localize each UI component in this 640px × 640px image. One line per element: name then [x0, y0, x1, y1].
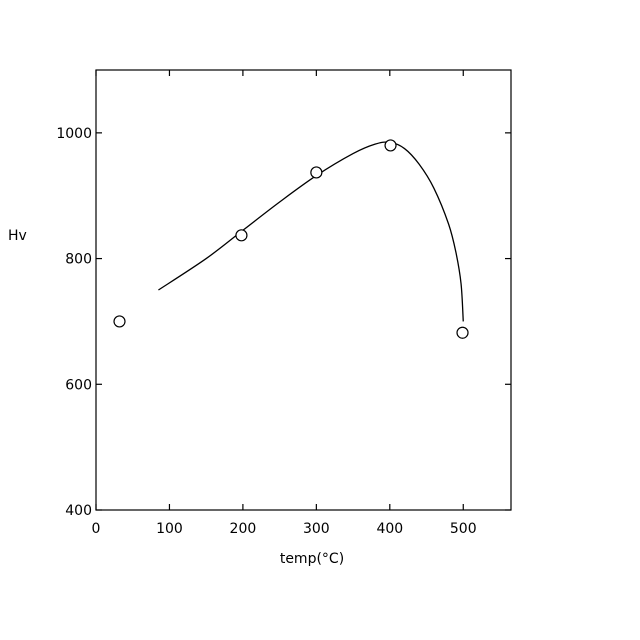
- x-axis-label: temp(°C): [280, 551, 344, 567]
- x-tick-label-0: 0: [92, 521, 101, 537]
- x-tick-label-400: 400: [376, 521, 403, 537]
- y-tick-label-600: 600: [65, 377, 92, 393]
- ticks-group: [96, 70, 511, 510]
- data-point-0-2: [311, 167, 322, 178]
- x-tick-label-200: 200: [230, 521, 257, 537]
- fit-curve: [158, 142, 463, 321]
- data-points-group: [114, 140, 468, 338]
- data-point-0-0: [114, 316, 125, 327]
- data-point-0-3: [385, 140, 396, 151]
- y-tick-label-1000: 1000: [56, 126, 92, 142]
- x-tick-label-300: 300: [303, 521, 330, 537]
- x-tick-label-100: 100: [156, 521, 183, 537]
- y-tick-label-400: 400: [65, 503, 92, 519]
- y-axis-label: Hv: [8, 228, 27, 244]
- y-tick-label-800: 800: [65, 252, 92, 268]
- x-tick-label-500: 500: [450, 521, 477, 537]
- plot-frame: [96, 70, 511, 510]
- data-point-0-1: [236, 230, 247, 241]
- tick-labels-group: 0 100 200 300 400 500 400 600 800 1000: [56, 126, 476, 537]
- data-point-0-4: [457, 327, 468, 338]
